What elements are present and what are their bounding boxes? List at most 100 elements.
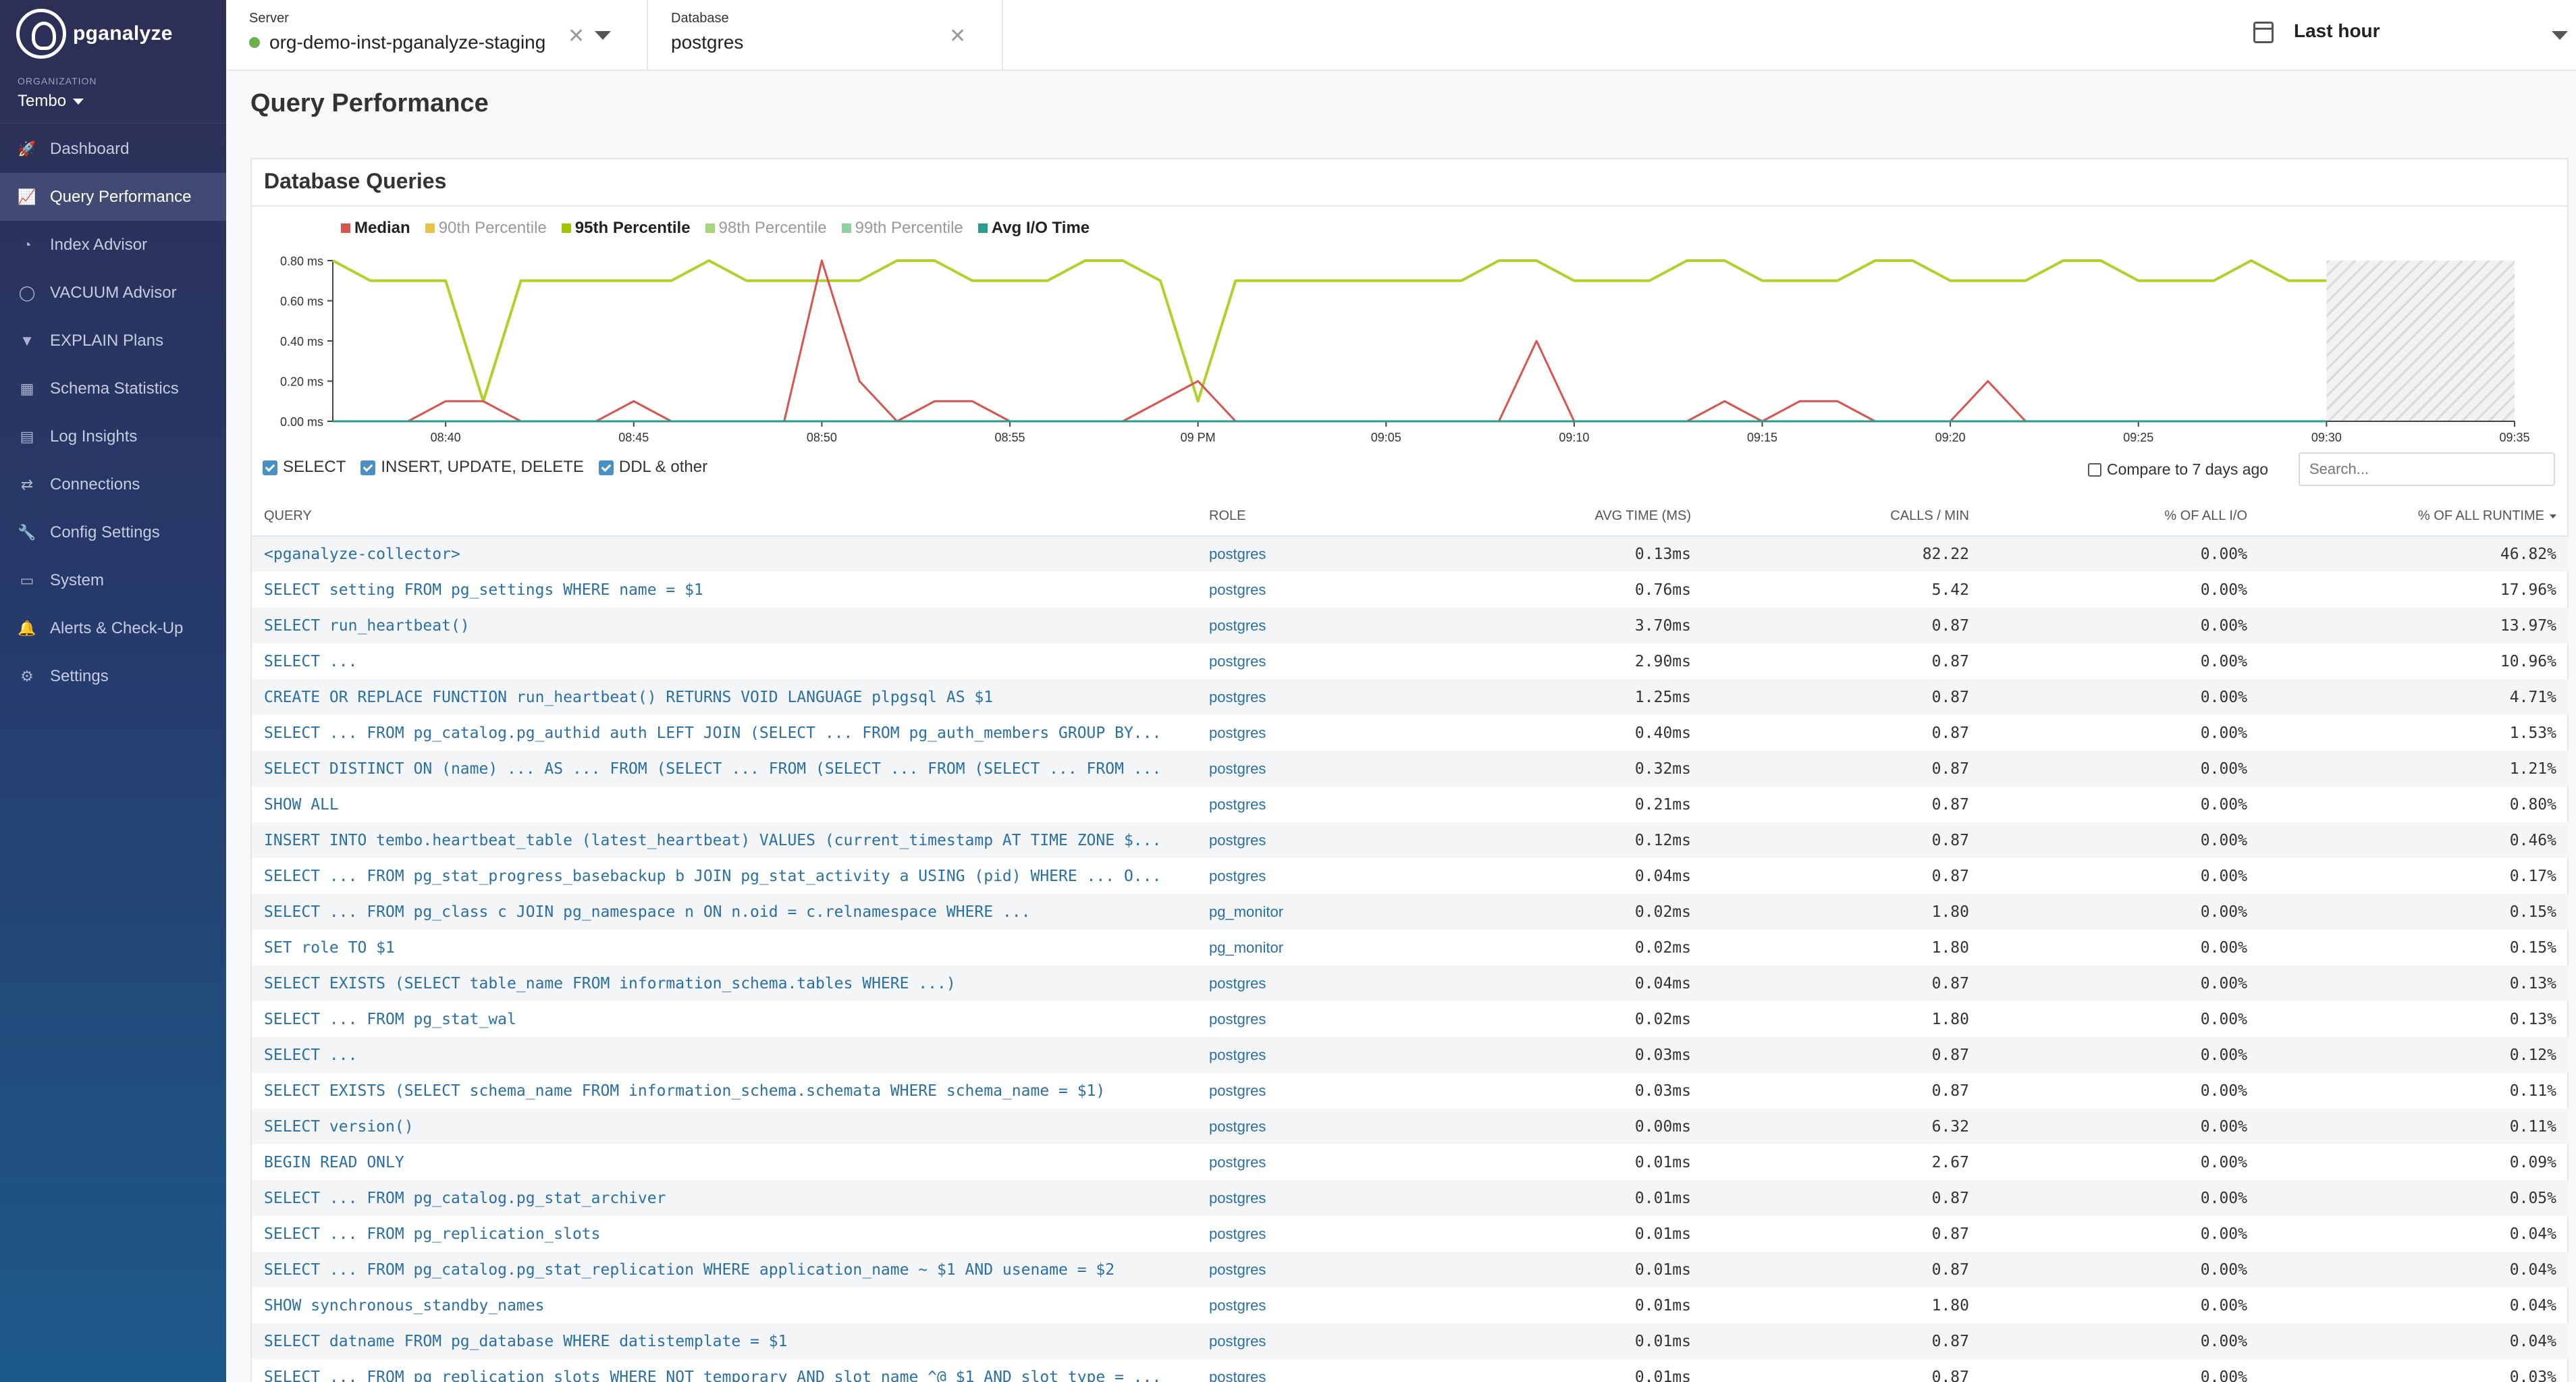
table-row[interactable]: SELECT setting FROM pg_settings WHERE na… xyxy=(252,572,2569,608)
cell-query[interactable]: SELECT setting FROM pg_settings WHERE na… xyxy=(264,581,703,599)
cell-role[interactable]: postgres xyxy=(1209,1225,1266,1242)
table-row[interactable]: SELECT version() postgres 0.00ms 6.32 0.00% 0… xyxy=(252,1109,2569,1144)
sidebar-item-connections[interactable]: ⇄ Connections xyxy=(0,460,226,508)
table-row[interactable]: SELECT ... FROM pg_stat_wal postgres 0.02m… xyxy=(252,1001,2569,1037)
table-row[interactable]: SELECT ... FROM pg_class c JOIN pg_names… xyxy=(252,894,2569,930)
table-row[interactable]: INSERT INTO tembo.heartbeat_table (lates… xyxy=(252,822,2569,858)
table-row[interactable]: SELECT EXISTS (SELECT schema_name FROM i… xyxy=(252,1073,2569,1109)
column-header-runtime[interactable]: % OF ALL RUNTIME xyxy=(2259,497,2569,537)
column-header-io[interactable]: % OF ALL I/O xyxy=(1981,497,2259,537)
cell-role[interactable]: postgres xyxy=(1209,867,1266,884)
clear-database-icon[interactable]: ✕ xyxy=(949,25,967,47)
table-row[interactable]: SELECT DISTINCT ON (name) ... AS ... FRO… xyxy=(252,751,2569,787)
cell-query[interactable]: SELECT ... xyxy=(252,1037,1197,1073)
table-row[interactable]: SELECT ... FROM pg_stat_progress_basebac… xyxy=(252,858,2569,894)
sidebar-item-settings[interactable]: ⚙ Settings xyxy=(0,652,226,700)
cell-role[interactable]: postgres xyxy=(1209,1368,1266,1382)
cell-query[interactable]: SELECT version() xyxy=(252,1109,1197,1144)
table-row[interactable]: SELECT ... FROM pg_catalog.pg_stat_archi… xyxy=(252,1180,2569,1216)
legend-item[interactable]: 99th Percentile xyxy=(841,219,963,238)
cell-query[interactable]: BEGIN READ ONLY xyxy=(264,1153,404,1171)
table-row[interactable]: SELECT ... FROM pg_catalog.pg_stat_repli… xyxy=(252,1252,2569,1287)
sidebar-item-index-advisor[interactable]: ◔ Index Advisor xyxy=(0,221,226,269)
table-row[interactable]: SHOW synchronous_standby_names postgres 0.… xyxy=(252,1287,2569,1323)
cell-query[interactable]: <pganalyze-collector> xyxy=(252,536,1197,572)
cell-role[interactable]: postgres xyxy=(1197,751,1480,787)
legend-item[interactable]: 90th Percentile xyxy=(425,219,547,238)
search-input[interactable] xyxy=(2299,452,2555,486)
cell-role[interactable]: postgres xyxy=(1197,1252,1480,1287)
cell-query[interactable]: INSERT INTO tembo.heartbeat_table (lates… xyxy=(252,822,1197,858)
cell-role[interactable]: postgres xyxy=(1197,608,1480,643)
cell-query[interactable]: SET role TO $1 xyxy=(264,938,395,957)
cell-query[interactable]: SELECT EXISTS (SELECT table_name FROM in… xyxy=(252,965,1197,1001)
cell-role[interactable]: postgres xyxy=(1209,724,1266,741)
cell-role[interactable]: postgres xyxy=(1197,536,1480,572)
cell-query[interactable]: SELECT ... xyxy=(264,652,358,670)
legend-item[interactable]: 95th Percentile xyxy=(561,219,691,238)
cell-query[interactable]: SELECT ... FROM pg_catalog.pg_stat_repli… xyxy=(252,1252,1197,1287)
cell-role[interactable]: postgres xyxy=(1209,1010,1266,1028)
cell-role[interactable]: postgres xyxy=(1209,795,1266,813)
cell-role[interactable]: postgres xyxy=(1209,1082,1266,1099)
cell-role[interactable]: postgres xyxy=(1209,581,1266,598)
sidebar-item-system[interactable]: ▭ System xyxy=(0,556,226,604)
table-row[interactable]: SELECT ... FROM pg_catalog.pg_authid aut… xyxy=(252,715,2569,751)
cell-query[interactable]: SELECT EXISTS (SELECT schema_name FROM i… xyxy=(264,1082,1106,1100)
database-selector[interactable]: Database postgres ✕ xyxy=(648,0,1003,70)
compare-checkbox[interactable]: Compare to 7 days ago xyxy=(2088,460,2268,479)
table-row[interactable]: SELECT ... FROM pg_replication_slots WHE… xyxy=(252,1359,2569,1382)
sidebar-item-schema-statistics[interactable]: ▦ Schema Statistics xyxy=(0,365,226,413)
table-row[interactable]: CREATE OR REPLACE FUNCTION run_heartbeat… xyxy=(252,679,2569,715)
table-row[interactable]: SHOW ALL postgres 0.21ms 0.87 0.00% 0.80% xyxy=(252,787,2569,822)
organization-selector[interactable]: ORGANIZATION Tembo xyxy=(0,68,226,124)
cell-role[interactable]: postgres xyxy=(1197,1323,1480,1359)
cell-query[interactable]: SELECT ... FROM pg_stat_progress_basebac… xyxy=(264,867,1162,885)
table-row[interactable]: SELECT ... FROM pg_replication_slots post… xyxy=(252,1216,2569,1252)
cell-role[interactable]: pg_monitor xyxy=(1197,894,1480,930)
cell-role[interactable]: postgres xyxy=(1209,652,1266,670)
cell-role[interactable]: postgres xyxy=(1197,1037,1480,1073)
column-header-role[interactable]: ROLE xyxy=(1197,497,1480,537)
cell-query[interactable]: SELECT ... FROM pg_class c JOIN pg_names… xyxy=(252,894,1197,930)
cell-query[interactable]: SHOW synchronous_standby_names xyxy=(264,1296,545,1314)
clear-server-icon[interactable]: ✕ xyxy=(568,25,585,47)
cell-query[interactable]: SELECT ... FROM pg_replication_slots xyxy=(264,1225,601,1243)
cell-role[interactable]: postgres xyxy=(1197,1180,1480,1216)
table-row[interactable]: SELECT EXISTS (SELECT table_name FROM in… xyxy=(252,965,2569,1001)
cell-role[interactable]: postgres xyxy=(1197,679,1480,715)
column-header-query[interactable]: QUERY xyxy=(252,497,1197,537)
cell-query[interactable]: SELECT datname FROM pg_database WHERE da… xyxy=(252,1323,1197,1359)
table-row[interactable]: SELECT ... postgres 2.90ms 0.87 0.00% 10.96% xyxy=(252,643,2569,679)
filter-dml-checkbox[interactable]: INSERT, UPDATE, DELETE xyxy=(360,458,584,477)
brand[interactable]: pganalyze xyxy=(0,0,226,68)
chevron-down-icon[interactable] xyxy=(595,31,611,40)
cell-role[interactable]: postgres xyxy=(1197,1109,1480,1144)
server-selector[interactable]: Server org-demo-inst-pganalyze-staging ✕ xyxy=(226,0,648,70)
sidebar-item-alerts-check-up[interactable]: 🔔 Alerts & Check-Up xyxy=(0,604,226,652)
sidebar-item-vacuum-advisor[interactable]: ◯ VACUUM Advisor xyxy=(0,269,226,317)
cell-query[interactable]: SELECT ... FROM pg_catalog.pg_stat_archi… xyxy=(252,1180,1197,1216)
cell-query[interactable]: SELECT ... FROM pg_stat_wal xyxy=(264,1010,516,1028)
table-row[interactable]: <pganalyze-collector> postgres 0.13ms 82.22… xyxy=(252,536,2569,572)
cell-role[interactable]: pg_monitor xyxy=(1209,938,1284,956)
column-header-avg-time[interactable]: AVG TIME (MS) xyxy=(1480,497,1703,537)
table-row[interactable]: SELECT ... postgres 0.03ms 0.87 0.00% 0.12% xyxy=(252,1037,2569,1073)
cell-query[interactable]: SELECT DISTINCT ON (name) ... AS ... FRO… xyxy=(252,751,1197,787)
cell-query[interactable]: CREATE OR REPLACE FUNCTION run_heartbeat… xyxy=(252,679,1197,715)
sidebar-item-config-settings[interactable]: 🔧 Config Settings xyxy=(0,508,226,556)
filter-select-checkbox[interactable]: SELECT xyxy=(263,458,346,477)
table-row[interactable]: SELECT datname FROM pg_database WHERE da… xyxy=(252,1323,2569,1359)
cell-role[interactable]: postgres xyxy=(1197,965,1480,1001)
table-row[interactable]: SELECT run_heartbeat() postgres 3.70ms 0.87… xyxy=(252,608,2569,643)
time-range-selector[interactable]: Last hour xyxy=(2253,0,2576,70)
table-row[interactable]: BEGIN READ ONLY postgres 0.01ms 2.67 0.00% 0.… xyxy=(252,1144,2569,1180)
sidebar-item-log-insights[interactable]: ▤ Log Insights xyxy=(0,413,226,460)
sidebar-item-explain-plans[interactable]: ▼ EXPLAIN Plans xyxy=(0,317,226,365)
sidebar-item-query-performance[interactable]: 📈 Query Performance xyxy=(0,173,226,221)
cell-query[interactable]: SELECT ... FROM pg_catalog.pg_authid aut… xyxy=(264,724,1162,742)
table-row[interactable]: SET role TO $1 pg_monitor 0.02ms 1.80 0.00% 0… xyxy=(252,930,2569,965)
cell-role[interactable]: postgres xyxy=(1209,1296,1266,1314)
cell-role[interactable]: postgres xyxy=(1209,1153,1266,1171)
column-header-calls[interactable]: CALLS / MIN xyxy=(1703,497,1981,537)
